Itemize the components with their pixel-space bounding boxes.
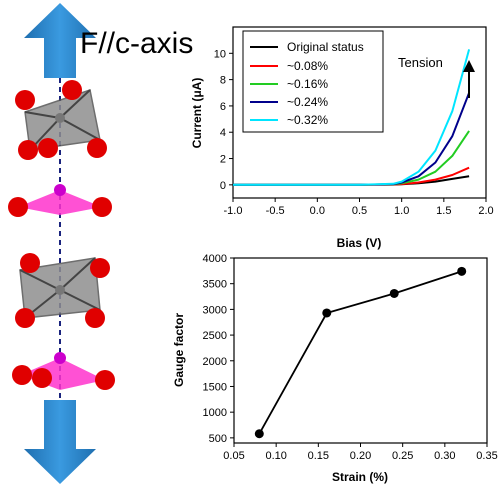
iv-chart-xtick-label: 1.0 xyxy=(394,205,409,217)
iv-chart-ytick-label: 10 xyxy=(214,48,226,60)
gauge-data-point xyxy=(322,308,332,318)
gauge-chart-xtick-label: 0.10 xyxy=(265,450,286,462)
gauge-chart-xtick-label: 0.05 xyxy=(223,450,244,462)
iv-chart-ytick-label: 0 xyxy=(220,180,226,192)
legend-label-016: ~0.16% xyxy=(287,77,328,91)
iv-chart-xtick-label: -1.0 xyxy=(224,205,243,217)
gauge-chart-xtick-label: 0.35 xyxy=(476,450,497,462)
gauge-chart-lines xyxy=(254,266,467,439)
gauge-chart-ytick-label: 1000 xyxy=(203,407,227,419)
structure-label: F//c-axis xyxy=(80,27,193,60)
tension-label: Tension xyxy=(398,55,443,70)
gauge-chart-ytick-label: 1500 xyxy=(203,381,227,393)
legend-label-032: ~0.32% xyxy=(287,113,328,127)
legend-label-008: ~0.08% xyxy=(287,59,328,73)
gauge-data-point xyxy=(457,266,467,276)
iv-chart-ylabel: Current (μA) xyxy=(190,78,204,149)
gauge-chart-frame xyxy=(233,257,488,444)
octahedron-top xyxy=(15,80,107,160)
gauge-chart-ytick-label: 2500 xyxy=(203,330,227,342)
iv-series-line-4 xyxy=(233,49,471,186)
iv-series-line-2 xyxy=(233,130,470,186)
iv-chart-xtick-label: 1.5 xyxy=(436,205,451,217)
gauge-data-point xyxy=(389,288,399,298)
magenta-layer-bottom xyxy=(12,352,115,390)
gauge-chart-ytick-label: 3500 xyxy=(203,279,227,291)
crystal-structure: F//c-axis xyxy=(8,3,193,484)
iv-chart-xtick-label: 2.0 xyxy=(478,205,493,217)
iv-chart-xtick-label: 0.0 xyxy=(310,205,325,217)
gauge-chart-ylabel: Gauge factor xyxy=(172,313,186,387)
iv-chart-ytick-label: 8 xyxy=(220,75,226,87)
gauge-chart-xlabel: Strain (%) xyxy=(332,470,388,484)
iv-chart-ytick-label: 2 xyxy=(220,154,226,166)
gauge-data-point xyxy=(254,429,264,439)
octahedron-bottom xyxy=(15,253,110,328)
gauge-chart-ytick-label: 3000 xyxy=(203,304,227,316)
iv-chart-ytick-label: 6 xyxy=(220,101,226,113)
iv-chart-legend: Original status ~0.08% ~0.16% ~0.24% ~0.… xyxy=(242,30,384,133)
gauge-chart-xtick-label: 0.25 xyxy=(392,450,413,462)
magenta-layer-top xyxy=(8,184,112,217)
force-arrow-down-icon xyxy=(24,400,96,484)
iv-chart-ytick-label: 4 xyxy=(220,127,226,139)
legend-label-024: ~0.24% xyxy=(287,95,328,109)
iv-chart-xtick-label: 0.5 xyxy=(352,205,367,217)
gauge-series-line xyxy=(258,270,462,435)
gauge-chart-xtick-label: 0.20 xyxy=(350,450,371,462)
iv-chart-xlabel: Bias (V) xyxy=(337,236,382,250)
gauge-chart-ytick-label: 500 xyxy=(209,433,227,445)
gauge-chart-ytick-label: 2000 xyxy=(203,356,227,368)
legend-label-original: Original status xyxy=(287,40,364,54)
iv-chart-lines xyxy=(233,49,471,186)
gauge-chart-xtick-label: 0.15 xyxy=(308,450,329,462)
gauge-chart-ytick-label: 4000 xyxy=(203,253,227,265)
iv-chart-xtick-label: -0.5 xyxy=(266,205,285,217)
gauge-chart-xtick-label: 0.30 xyxy=(434,450,455,462)
iv-chart-ticks: -1.0 -0.5 0.0 0.5 1.0 1.5 2.0 0 2 4 6 8 10 xyxy=(214,48,494,217)
force-arrow-up-icon xyxy=(24,3,96,78)
gauge-chart: 0.05 0.10 0.15 0.20 0.25 0.30 0.35 500 1000 1500 2… xyxy=(172,253,498,484)
tension-arrow-icon xyxy=(463,60,475,98)
gauge-chart-ticks: 0.05 0.10 0.15 0.20 0.25 0.30 0.35 500 1000 1500 2… xyxy=(203,253,498,462)
